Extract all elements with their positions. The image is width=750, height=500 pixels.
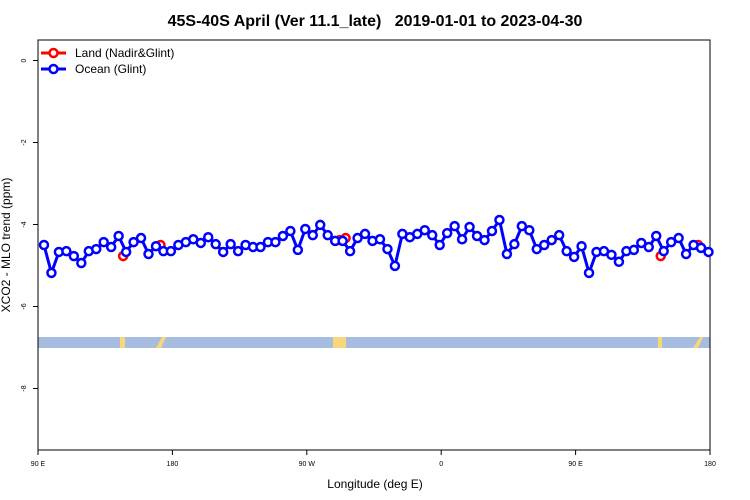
data-point xyxy=(135,232,147,244)
y-tick-label: -2 xyxy=(21,139,28,145)
data-point xyxy=(68,250,80,262)
data-point xyxy=(464,221,475,233)
data-point xyxy=(538,239,550,251)
data-point xyxy=(658,245,669,257)
data-point xyxy=(38,239,50,251)
plot-frame xyxy=(37,39,711,451)
data-point xyxy=(217,246,229,258)
data-point xyxy=(531,243,543,255)
data-point xyxy=(568,251,580,263)
chart-title: 45S-40S April (Ver 11.1_late) 2019-01-01… xyxy=(168,13,583,30)
data-point xyxy=(673,232,684,244)
x-tick-label: 90 E xyxy=(31,461,46,468)
data-point xyxy=(337,235,348,247)
data-point xyxy=(232,245,244,257)
data-point xyxy=(61,245,72,257)
data-point xyxy=(307,229,319,241)
data-point xyxy=(113,230,124,242)
data-point xyxy=(195,237,207,249)
data-point xyxy=(628,244,640,256)
x-axis-label: Longitude (deg E) xyxy=(327,477,422,491)
data-point xyxy=(344,245,356,257)
data-point xyxy=(516,220,528,232)
data-point xyxy=(509,238,520,250)
data-point xyxy=(553,229,565,241)
data-point xyxy=(292,244,304,256)
data-point xyxy=(695,242,707,254)
data-point xyxy=(277,230,289,242)
data-point xyxy=(486,225,498,237)
y-axis-label: XCO2 - MLO trend (ppm) xyxy=(0,178,13,313)
data-point xyxy=(46,267,57,279)
data-point xyxy=(225,238,236,250)
legend-label: Ocean (Glint) xyxy=(75,62,146,76)
legend-label: Land (Nadir&Glint) xyxy=(75,46,174,60)
data-point xyxy=(636,237,647,249)
data-point xyxy=(471,230,483,242)
data-point xyxy=(479,234,490,246)
data-point xyxy=(76,257,87,269)
data-point xyxy=(389,260,401,272)
data-point xyxy=(561,245,572,257)
data-point xyxy=(650,230,662,242)
data-point xyxy=(314,219,326,231)
data-point xyxy=(441,227,453,239)
data-point xyxy=(150,240,162,252)
data-point xyxy=(546,234,557,246)
data-point xyxy=(359,228,371,240)
data-point xyxy=(680,248,692,260)
legend: Land (Nadir&Glint) Ocean (Glint) xyxy=(41,46,174,76)
y-tick-label: -8 xyxy=(21,385,28,391)
legend-marker xyxy=(48,47,59,59)
data-point xyxy=(501,248,513,260)
data-point xyxy=(374,234,386,245)
x-tick-label: 90 W xyxy=(299,461,316,468)
data-point xyxy=(576,240,587,252)
data-point xyxy=(613,256,625,268)
data-point xyxy=(300,223,311,235)
data-point xyxy=(255,241,266,253)
data-point xyxy=(426,229,438,241)
x-tick-label: 90 E xyxy=(568,461,583,468)
data-point xyxy=(143,248,154,260)
y-tick-label: 0 xyxy=(21,58,28,62)
data-point xyxy=(98,236,109,248)
data-point xyxy=(643,241,655,253)
data-point xyxy=(322,229,333,241)
data-point xyxy=(202,231,214,243)
x-tick-label: 180 xyxy=(167,461,179,468)
data-point xyxy=(120,246,132,258)
data-point xyxy=(270,236,281,248)
x-tick-label: 0 xyxy=(439,461,443,468)
data-point xyxy=(210,238,221,250)
data-point xyxy=(703,246,714,258)
x-tick-label: 180 xyxy=(704,461,716,468)
data-point xyxy=(352,232,363,244)
data-point xyxy=(494,214,505,226)
data-point xyxy=(456,234,468,245)
data-point xyxy=(382,243,393,255)
legend-marker xyxy=(48,63,59,75)
data-point xyxy=(419,224,431,236)
data-point xyxy=(524,224,535,236)
y-tick-label: -4 xyxy=(21,221,28,227)
data-point xyxy=(165,245,177,257)
data-point xyxy=(105,241,117,253)
data-point xyxy=(128,236,139,248)
data-point xyxy=(583,267,595,279)
series-line xyxy=(42,218,710,275)
data-point xyxy=(606,249,617,261)
data-point xyxy=(665,236,677,248)
y-tick-label: -6 xyxy=(21,303,28,309)
data-point xyxy=(449,220,460,232)
data-point xyxy=(90,243,102,255)
data-point xyxy=(285,225,296,237)
land-mask-strip xyxy=(38,337,710,348)
data-point xyxy=(434,239,445,251)
